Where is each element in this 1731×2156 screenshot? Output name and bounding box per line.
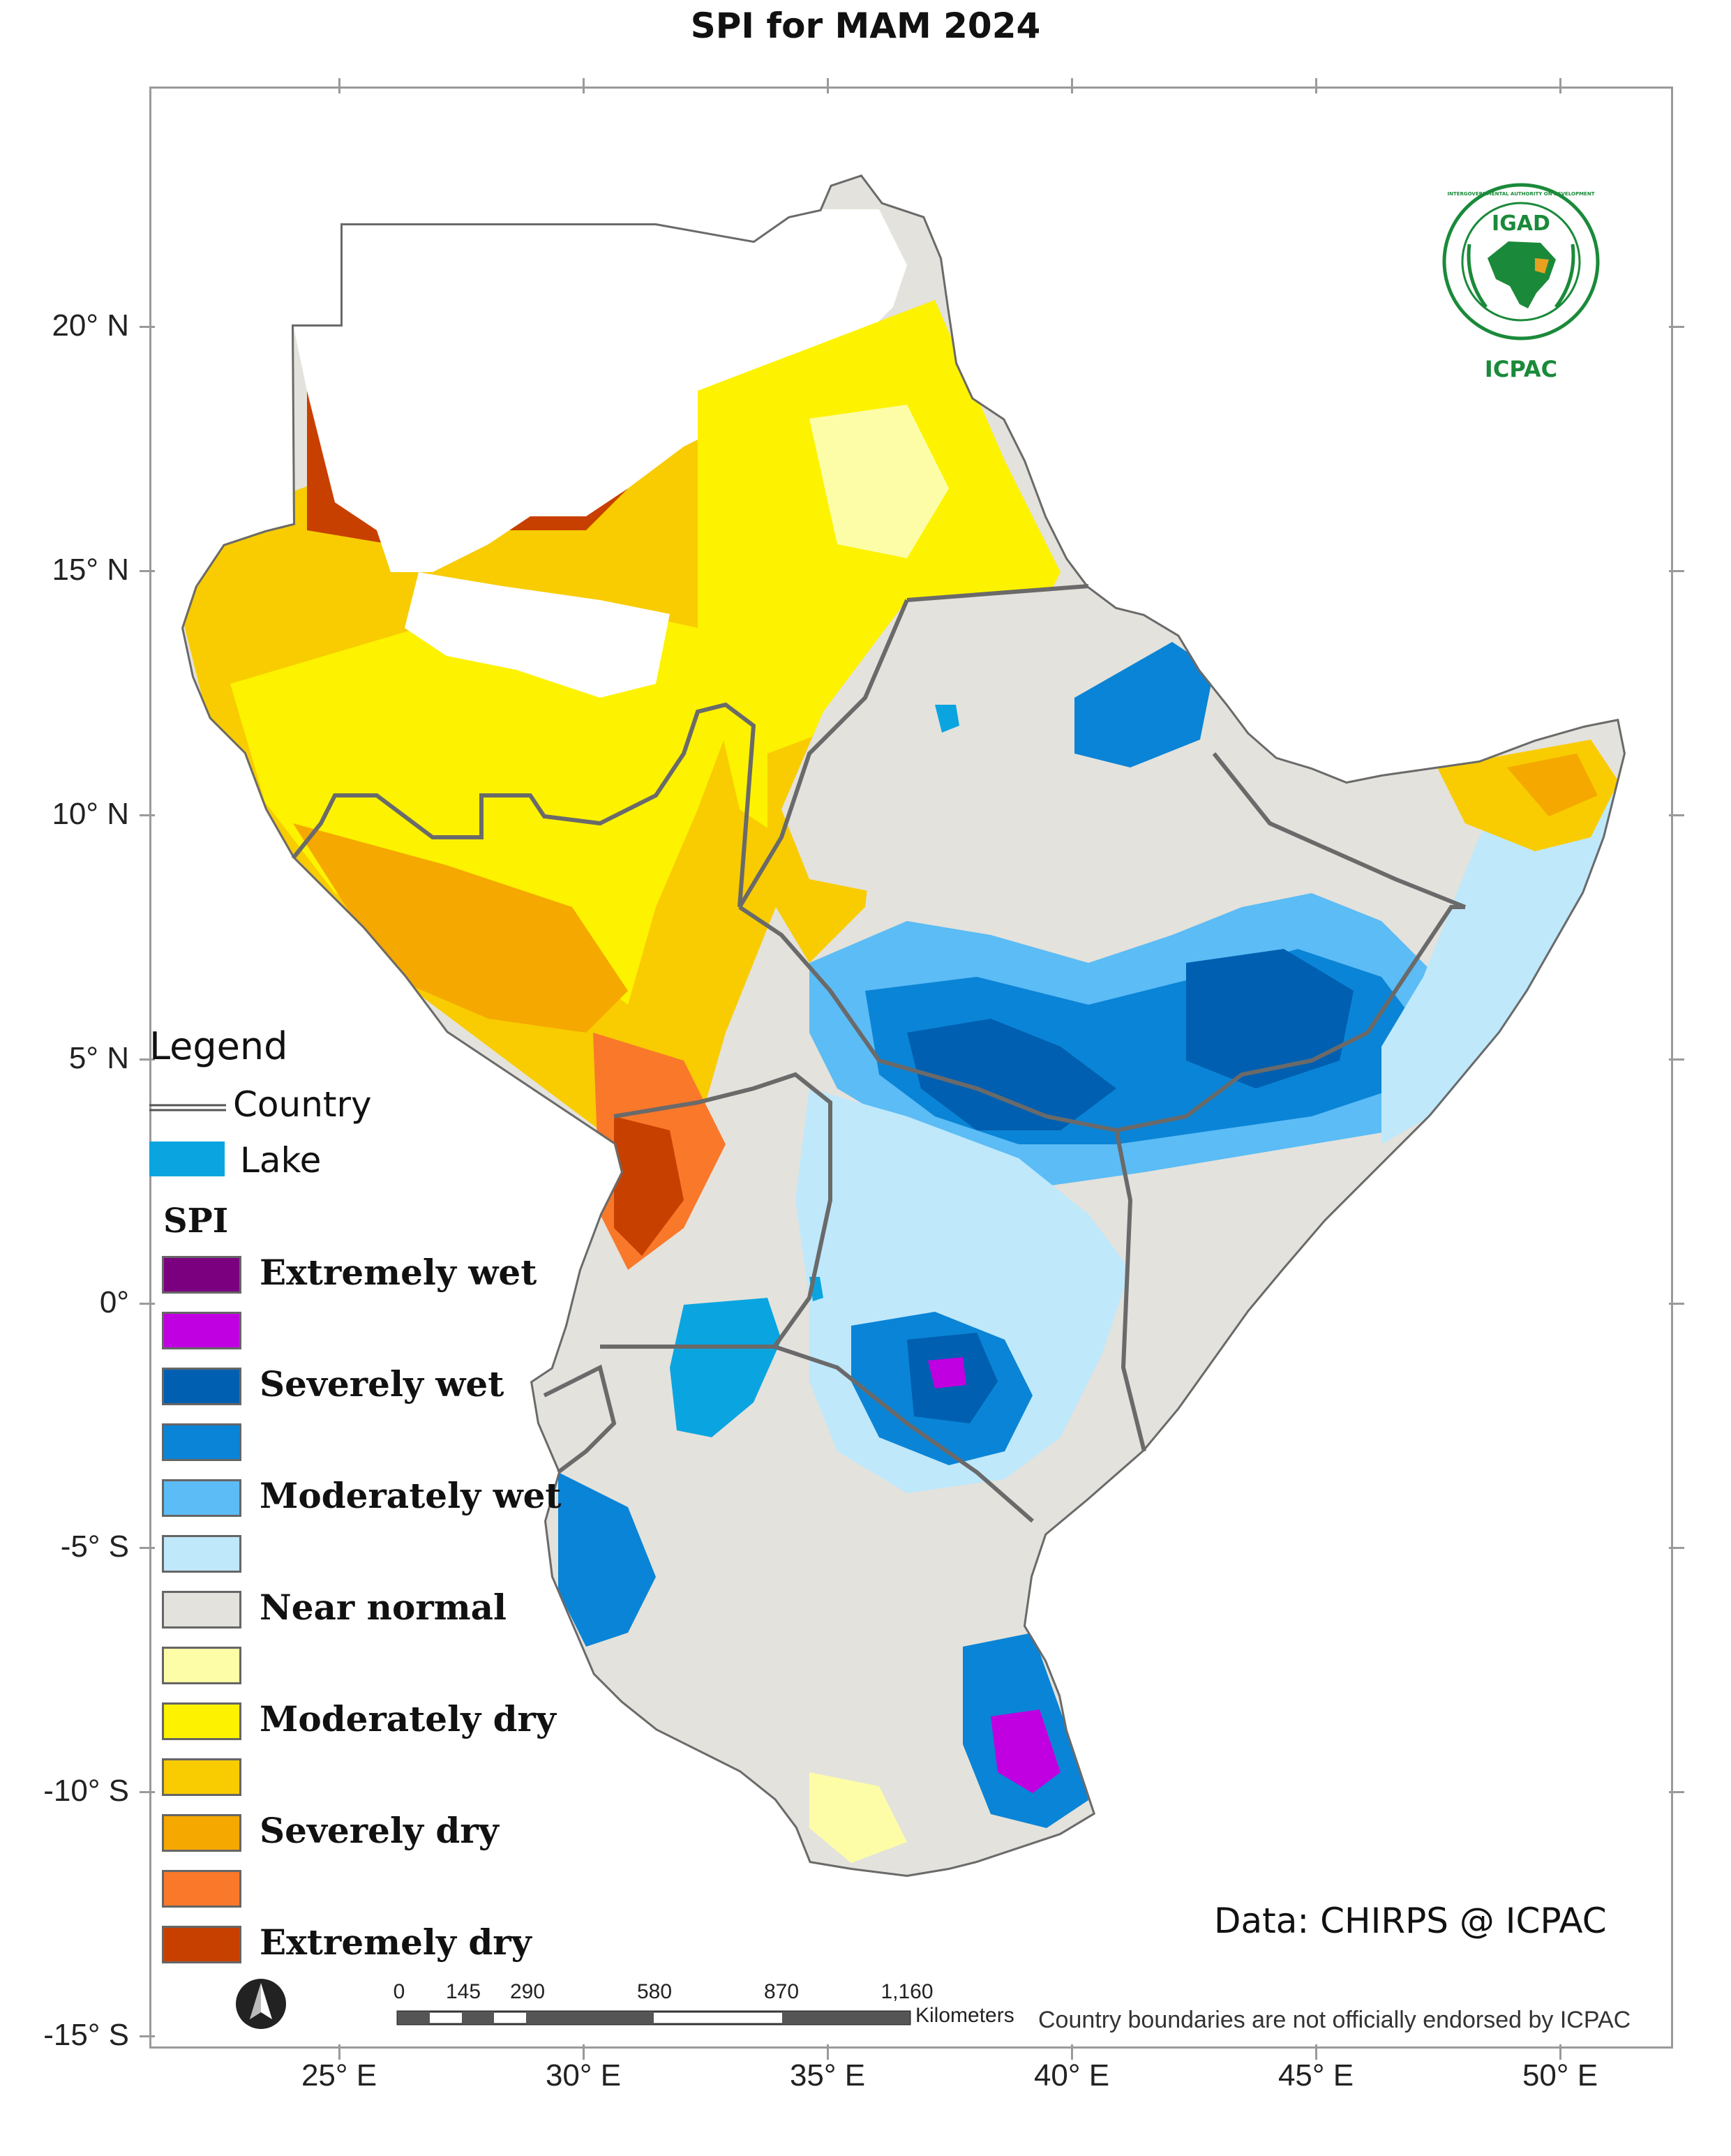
lon-tick (1559, 2044, 1561, 2060)
lon-tick (827, 78, 829, 93)
lat-label-20n: 20° N (52, 308, 129, 343)
lake-tana (935, 705, 959, 733)
spi-swatch (162, 1926, 241, 1963)
spi-class-label: Severely dry (260, 1810, 499, 1851)
lat-tick (1669, 814, 1684, 816)
north-arrow-icon (236, 1979, 286, 2029)
logo-bottom-text: ICPAC (1485, 356, 1557, 382)
lon-label-45e: 45° E (1277, 2058, 1354, 2093)
lon-label-25e: 25° E (301, 2058, 377, 2093)
scale-label: 1,160 (881, 1980, 934, 2003)
lake-victoria (670, 1298, 781, 1437)
logo-top-text: IGAD (1492, 211, 1550, 236)
lat-label-10s: -10° S (43, 1774, 129, 1808)
lat-label-10n: 10° N (52, 797, 129, 831)
lat-tick (140, 1547, 155, 1549)
scale-unit: Kilometers (915, 2004, 1014, 2027)
lat-label-0: 0° (99, 1285, 129, 1319)
spi-class-label: Extremely wet (260, 1252, 537, 1293)
lon-tick (1315, 78, 1317, 93)
spi-swatch (162, 1256, 241, 1294)
lat-tick (1669, 1547, 1684, 1549)
legend-title: Legend (149, 1024, 288, 1068)
lat-tick (140, 1791, 155, 1793)
lat-tick (1669, 570, 1684, 572)
lake-swatch (149, 1141, 225, 1176)
lon-tick (338, 2044, 340, 2060)
spi-swatch (162, 1479, 241, 1517)
legend-country-label: Country (233, 1084, 372, 1125)
spi-class-label: Moderately dry (260, 1698, 556, 1739)
scale-bar (396, 2010, 911, 2026)
spi-swatch (162, 1647, 241, 1684)
lat-tick (1669, 1303, 1684, 1305)
spi-class-label: Extremely dry (260, 1922, 532, 1963)
spi-heading: SPI (163, 1201, 229, 1241)
spi-swatch (162, 1870, 241, 1908)
lat-tick (1669, 1791, 1684, 1793)
country-line-swatch (149, 1104, 226, 1111)
spi-swatch (162, 1423, 241, 1461)
spi-swatch (162, 1814, 241, 1852)
lat-tick (140, 1058, 155, 1061)
lon-tick (827, 2044, 829, 2060)
lon-tick (1315, 2044, 1317, 2060)
lon-tick (338, 78, 340, 93)
map-title: SPI for MAM 2024 (690, 6, 1041, 46)
lon-label-50e: 50° E (1522, 2058, 1598, 2093)
lon-tick (1071, 78, 1073, 93)
scale-label: 145 (445, 1980, 481, 2003)
lat-tick (140, 326, 155, 328)
lon-label-30e: 30° E (545, 2058, 622, 2093)
legend-lake-label: Lake (240, 1140, 322, 1181)
lon-tick (583, 78, 585, 93)
spi-swatch (162, 1702, 241, 1740)
lat-tick (1669, 1058, 1684, 1061)
lat-label-5s: -5° S (60, 1529, 129, 1564)
spi-raster (181, 174, 1626, 1877)
scale-label: 580 (636, 1980, 673, 2003)
spi-swatch (162, 1591, 241, 1629)
lon-label-40e: 40° E (1033, 2058, 1110, 2093)
country-borders (291, 584, 1467, 1523)
data-credit: Data: CHIRPS @ ICPAC (1214, 1901, 1607, 1941)
lon-tick (1071, 2044, 1073, 2060)
lat-label-15s: -15° S (43, 2018, 129, 2052)
spi-class-label: Moderately wet (260, 1475, 562, 1516)
lon-label-35e: 35° E (789, 2058, 866, 2093)
spi-swatch (162, 1312, 241, 1349)
lat-tick (140, 2035, 155, 2037)
scale-label: 290 (509, 1980, 546, 2003)
spi-swatch (162, 1535, 241, 1573)
icpac-logo: IGAD ICPAC INTERGOVERNMENTAL AUTHORITY O… (1442, 183, 1600, 382)
lat-tick (140, 570, 155, 572)
disclaimer: Country boundaries are not officially en… (1038, 2007, 1631, 2033)
logo-ring-text: INTERGOVERNMENTAL AUTHORITY ON DEVELOPME… (1448, 191, 1595, 197)
scale-label: 0 (393, 1980, 405, 2003)
lat-tick (140, 814, 155, 816)
spi-swatch (162, 1758, 241, 1796)
spi-swatch (162, 1368, 241, 1405)
lon-tick (1559, 78, 1561, 93)
scale-label: 870 (763, 1980, 800, 2003)
spi-class-label: Severely wet (260, 1363, 504, 1405)
lat-tick (1669, 326, 1684, 328)
lat-label-15n: 15° N (52, 553, 129, 587)
lat-label-5n: 5° N (68, 1041, 129, 1075)
spi-class-label: Near normal (260, 1587, 507, 1628)
lon-tick (583, 2044, 585, 2060)
lat-tick (140, 1303, 155, 1305)
